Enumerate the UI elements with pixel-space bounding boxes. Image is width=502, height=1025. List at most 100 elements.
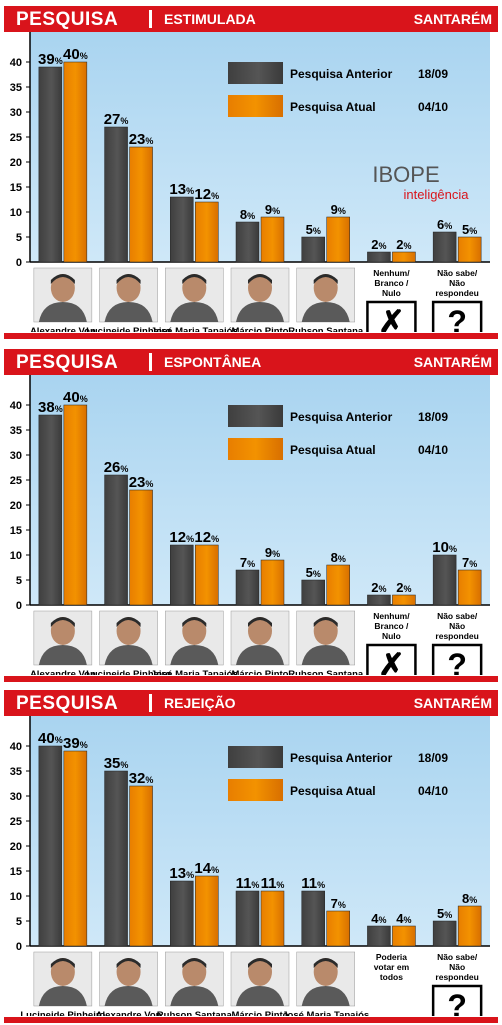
bar	[170, 196, 194, 263]
data-label: 2%	[371, 237, 386, 252]
bar	[301, 579, 325, 606]
person-icon	[50, 617, 75, 645]
y-tick-label: 10	[10, 550, 22, 562]
data-label: 11%	[236, 875, 260, 892]
person-icon	[116, 958, 141, 986]
bar	[367, 594, 391, 606]
header-subtitle: REJEIÇÃO	[164, 695, 236, 711]
panel-footer-bar	[4, 1017, 498, 1023]
header-title: PESQUISA	[16, 9, 119, 30]
data-label: 23%	[129, 474, 154, 491]
header-title: PESQUISA	[16, 352, 119, 373]
category-label: respondeu	[435, 288, 478, 298]
data-label: 14%	[194, 860, 219, 877]
bar	[260, 890, 285, 947]
bar	[195, 875, 219, 947]
data-label: 7%	[331, 896, 346, 911]
data-label: 6%	[437, 217, 452, 232]
category-label: Não sabe/	[437, 268, 478, 278]
bar	[235, 221, 260, 263]
y-tick-label: 15	[10, 866, 22, 878]
person-icon	[116, 274, 141, 302]
bar-chart: 0 5 10 15 20 25 30 35 40 Pesquisa Anterior 18/09 Pe…	[10, 32, 490, 332]
data-label: 7%	[462, 555, 477, 570]
bar	[326, 564, 350, 606]
person-icon	[248, 958, 272, 986]
person-shoulders	[104, 986, 153, 1006]
legend-date: 04/10	[418, 784, 448, 798]
data-label: 40%	[63, 389, 88, 406]
category-label: respondeu	[435, 972, 478, 982]
question-icon: ?	[447, 304, 467, 332]
legend-label: Pesquisa Atual	[290, 443, 376, 457]
bar	[195, 201, 219, 263]
category-label: respondeu	[435, 631, 478, 641]
bar	[63, 750, 88, 947]
person-icon	[182, 958, 207, 986]
x-box	[366, 300, 417, 332]
data-label: 39%	[63, 735, 88, 752]
y-tick-label: 0	[16, 600, 22, 612]
header-title: PESQUISA	[16, 693, 119, 714]
y-tick-label: 10	[10, 207, 22, 219]
bar	[129, 785, 153, 947]
poll-panel-1: PESQUISA ESPONTÂNEA SANTARÉM 0 5 10 15 20 25 30 35…	[0, 349, 502, 684]
bar	[129, 489, 153, 606]
person-hair	[50, 274, 75, 284]
category-label: Não	[449, 621, 465, 631]
watermark-title: IBOPE	[372, 162, 439, 187]
x-icon: ✗	[378, 647, 405, 675]
question-icon: ?	[447, 988, 467, 1016]
bar	[63, 404, 88, 606]
person-icon	[313, 274, 338, 302]
data-label: 9%	[331, 202, 346, 217]
person-icon	[50, 958, 75, 986]
y-tick-label: 40	[10, 741, 22, 753]
bar	[301, 236, 325, 263]
category-label: Rubson Santana	[157, 1010, 233, 1016]
data-label: 12%	[194, 186, 219, 203]
data-label: 9%	[265, 202, 280, 217]
y-tick-label: 30	[10, 791, 22, 803]
bar	[104, 474, 128, 606]
category-label: Poderia	[376, 952, 407, 962]
person-hair	[248, 274, 272, 284]
legend-swatch	[228, 95, 283, 117]
person-icon	[313, 958, 338, 986]
panel-header: PESQUISA ESPONTÂNEA SANTARÉM	[4, 349, 498, 375]
data-label: 12%	[194, 529, 219, 546]
data-label: 5%	[306, 222, 321, 237]
poll-panel-2: PESQUISA REJEIÇÃO SANTARÉM 0 5 10 15 20 25 30 35 40…	[0, 690, 502, 1025]
category-label: Lucineide Pinheiro	[86, 669, 171, 675]
bar	[432, 554, 457, 606]
data-label: 32%	[129, 770, 154, 787]
header-subtitle: ESTIMULADA	[164, 11, 256, 27]
category-label: Nenhum/	[373, 611, 410, 621]
person-icon	[313, 617, 338, 645]
person-shoulders	[236, 645, 284, 665]
bar	[260, 559, 285, 606]
legend-date: 18/09	[418, 410, 448, 424]
bar	[392, 251, 416, 263]
data-label: 11%	[301, 875, 325, 892]
bar	[170, 544, 194, 606]
bar-chart: 0 5 10 15 20 25 30 35 40 Pesquisa Anterior 18/09 Pe…	[10, 375, 490, 675]
bar	[235, 569, 260, 606]
bar	[260, 216, 285, 263]
y-tick-label: 20	[10, 500, 22, 512]
category-label: Branco /	[374, 621, 409, 631]
bar	[195, 544, 219, 606]
header-city: SANTARÉM	[413, 11, 492, 27]
data-label: 12%	[169, 529, 194, 546]
data-label: 7%	[240, 555, 255, 570]
bar	[38, 745, 63, 947]
category-label: José Maria Tapajós	[282, 1010, 369, 1016]
data-label: 40%	[63, 46, 88, 63]
person-icon	[116, 617, 141, 645]
data-label: 4%	[396, 911, 411, 926]
person-shoulders	[170, 302, 219, 322]
data-label: 26%	[104, 459, 129, 476]
bar	[38, 414, 63, 606]
bar	[432, 920, 457, 947]
question-box	[431, 643, 483, 675]
